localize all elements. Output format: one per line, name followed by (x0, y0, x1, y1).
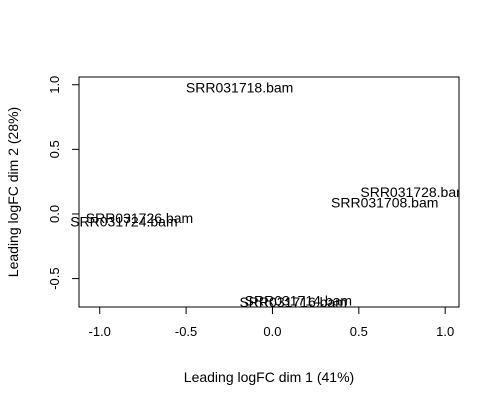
y-tick-label: 0.5 (47, 140, 62, 158)
point-label: SRR031728.bam (360, 184, 467, 200)
point-label: SRR031714.bam (245, 293, 352, 309)
x-tick-label: -0.5 (175, 324, 197, 339)
y-tick-label: 1.0 (47, 76, 62, 94)
x-tick-label: 0.0 (263, 324, 281, 339)
y-axis-label: Leading logFC dim 2 (28%) (5, 107, 21, 277)
point-label: SRR031708.bam (331, 194, 438, 210)
y-axis: -0.5 0.0 0.5 1.0 (47, 76, 80, 290)
x-tick-label: 1.0 (436, 324, 454, 339)
x-tick-label: -1.0 (89, 324, 111, 339)
x-tick-label: 0.5 (350, 324, 368, 339)
point-label: SRR031726.bam (86, 210, 193, 226)
point-label: SRR031724.bam (70, 214, 177, 230)
y-tick-label: 0.0 (47, 205, 62, 223)
y-tick-label: -0.5 (47, 267, 62, 289)
point-label: SRR031718.bam (186, 79, 293, 95)
x-axis-label: Leading logFC dim 1 (41%) (184, 369, 354, 385)
x-axis: -1.0 -0.5 0.0 0.5 1.0 (89, 306, 454, 339)
point-label: SRR031716.bam (239, 294, 346, 310)
